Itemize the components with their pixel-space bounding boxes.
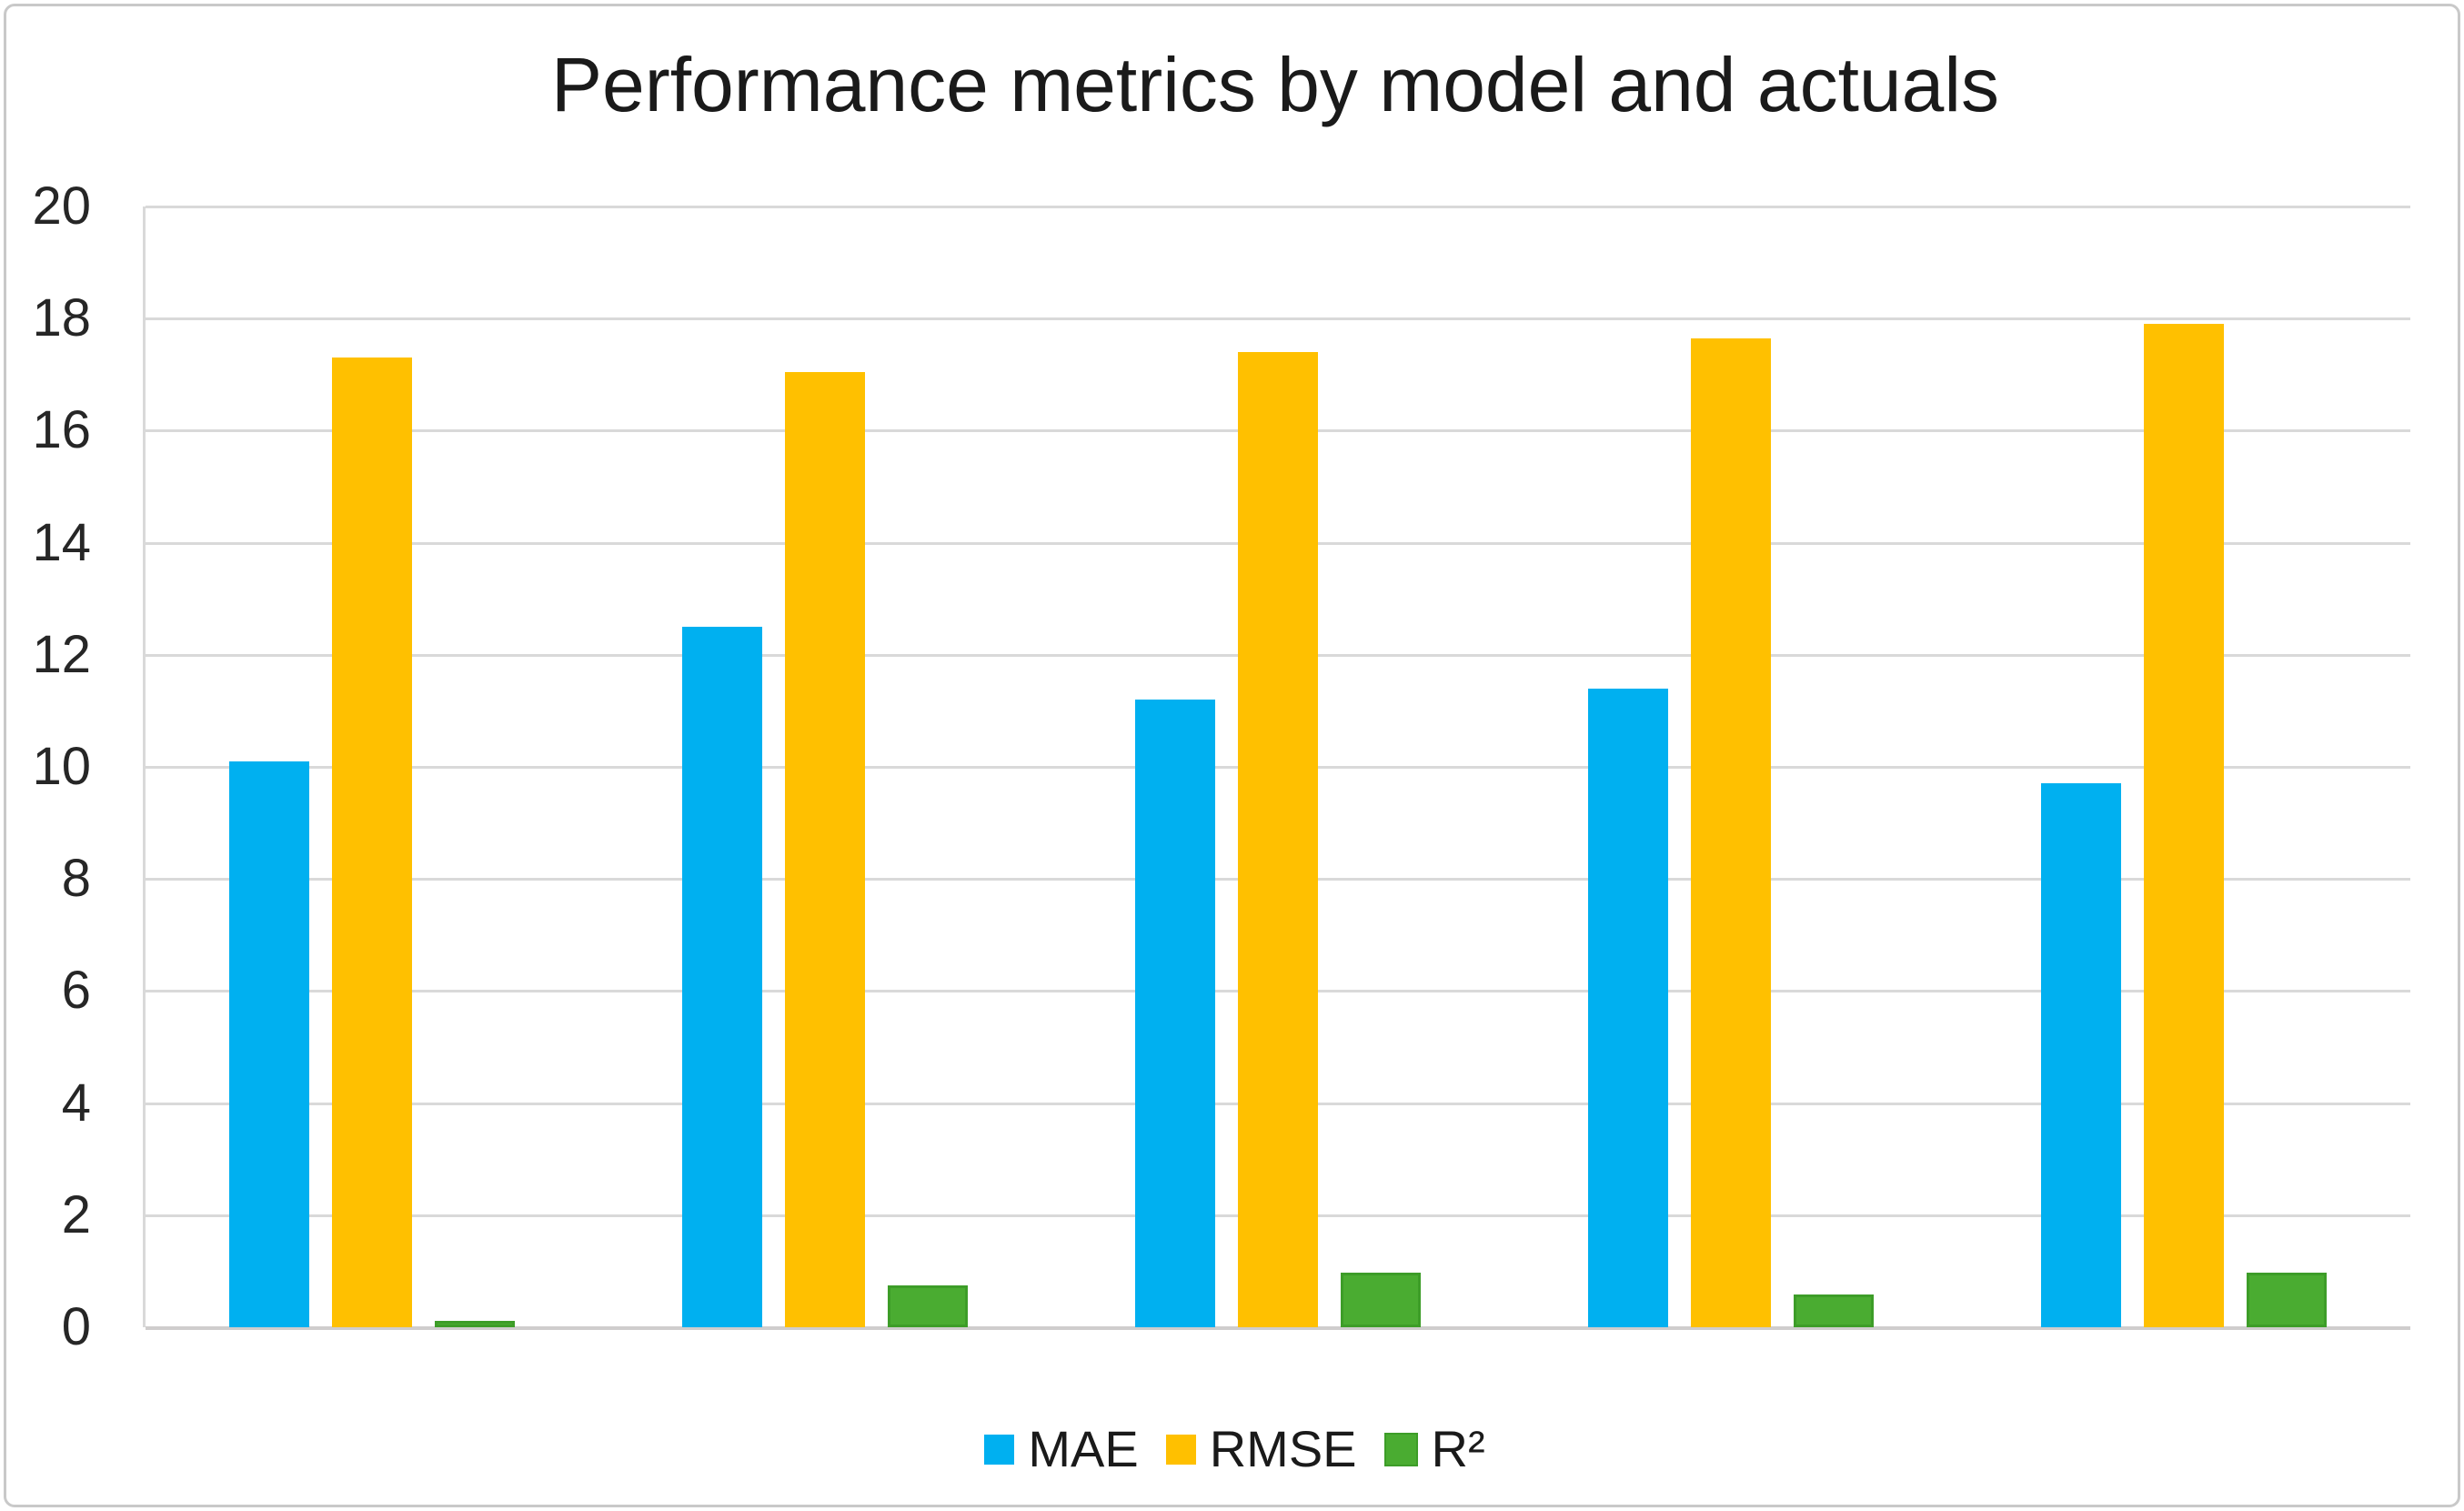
bar-r-group5 bbox=[2247, 1273, 2327, 1327]
y-tick-label: 10 bbox=[32, 737, 91, 796]
legend-item-mae: MAE bbox=[984, 1420, 1139, 1477]
bar-rmse-group1 bbox=[332, 358, 412, 1327]
bar-rmse-group5 bbox=[2144, 324, 2224, 1327]
bar-mae-group2 bbox=[682, 627, 762, 1327]
bar-r-group1 bbox=[435, 1320, 515, 1327]
bar-r-group2 bbox=[888, 1284, 968, 1327]
legend: MAE RMSE R² bbox=[6, 1420, 2458, 1477]
bar-mae-group1 bbox=[229, 761, 309, 1327]
rmse-swatch-icon bbox=[1165, 1434, 1196, 1465]
y-tick-label: 4 bbox=[61, 1073, 91, 1133]
bar-rmse-group2 bbox=[785, 371, 865, 1327]
chart-title: Performance metrics by model and actuals bbox=[550, 42, 2000, 127]
gridline bbox=[146, 317, 2410, 321]
legend-label-rmse: RMSE bbox=[1209, 1420, 1357, 1477]
bar-rmse-group4 bbox=[1691, 337, 1771, 1327]
bar-rmse-group3 bbox=[1238, 352, 1318, 1327]
legend-label-r2: R² bbox=[1431, 1420, 1485, 1477]
bar-mae-group4 bbox=[1588, 688, 1668, 1327]
legend-item-rmse: RMSE bbox=[1165, 1420, 1357, 1477]
bar-mae-group5 bbox=[2041, 783, 2121, 1327]
y-tick-label: 12 bbox=[32, 624, 91, 684]
bar-r-group4 bbox=[1794, 1294, 1874, 1327]
y-tick-label: 2 bbox=[61, 1184, 91, 1244]
y-axis-line bbox=[143, 207, 146, 1327]
y-tick-label: 16 bbox=[32, 400, 91, 460]
y-tick-label: 8 bbox=[61, 849, 91, 909]
r2-swatch-icon bbox=[1383, 1432, 1418, 1466]
chart-frame: Performance metrics by model and actuals… bbox=[4, 4, 2460, 1507]
bar-r-group3 bbox=[1341, 1273, 1421, 1327]
plot-area: 0 2 4 6 8 10 12 14 16 18 20 bbox=[32, 180, 2410, 1354]
mae-swatch-icon bbox=[984, 1434, 1015, 1465]
x-axis-baseline bbox=[146, 1326, 2410, 1330]
gridline bbox=[146, 206, 2410, 208]
y-tick-label: 20 bbox=[32, 176, 91, 236]
bar-mae-group3 bbox=[1135, 700, 1215, 1327]
y-tick-label: 0 bbox=[61, 1297, 91, 1356]
y-tick-label: 6 bbox=[61, 961, 91, 1021]
legend-label-mae: MAE bbox=[1028, 1420, 1139, 1477]
y-tick-label: 18 bbox=[32, 288, 91, 348]
legend-item-r2: R² bbox=[1383, 1420, 1485, 1477]
y-tick-label: 14 bbox=[32, 512, 91, 572]
